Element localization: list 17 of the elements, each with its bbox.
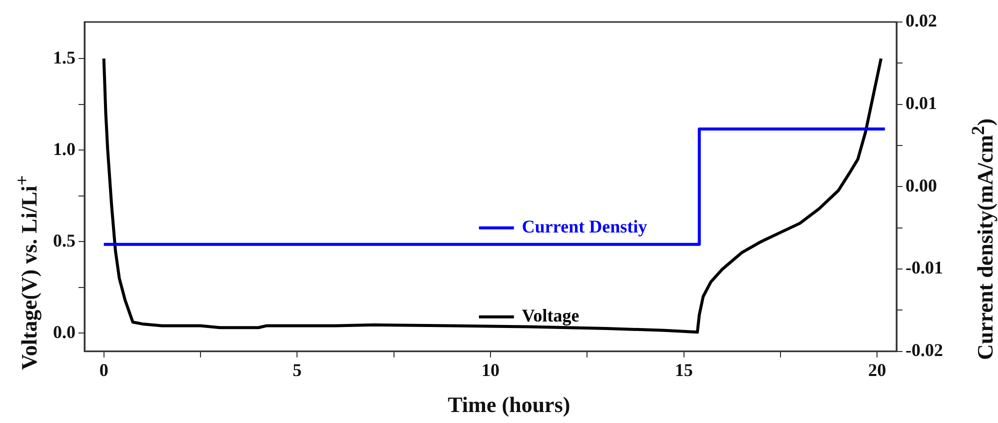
x-tick-label: 15 xyxy=(674,360,693,380)
legend-label: Voltage xyxy=(522,305,580,326)
y-tick-label: 1.0 xyxy=(53,138,76,159)
x-tick-label: 0 xyxy=(99,360,108,380)
y2-tick-label: 0.02 xyxy=(906,10,938,31)
y2-tick-label: -0.01 xyxy=(906,258,944,278)
y2-tick-label: 0.00 xyxy=(906,175,938,196)
y-tick-label: 0.5 xyxy=(53,230,76,250)
y-tick-label: 0.0 xyxy=(53,322,76,342)
legend-label: Current Denstiy xyxy=(522,216,648,237)
x-tick-label: 20 xyxy=(868,360,886,380)
x-axis-title: Time (hours) xyxy=(446,392,572,418)
x-tick-label: 5 xyxy=(292,360,302,380)
x-tick-label: 10 xyxy=(482,360,500,380)
y2-tick-label: -0.02 xyxy=(906,340,944,360)
y-tick-label: 1.5 xyxy=(53,47,76,68)
y2-tick-label: 0.01 xyxy=(906,93,938,114)
